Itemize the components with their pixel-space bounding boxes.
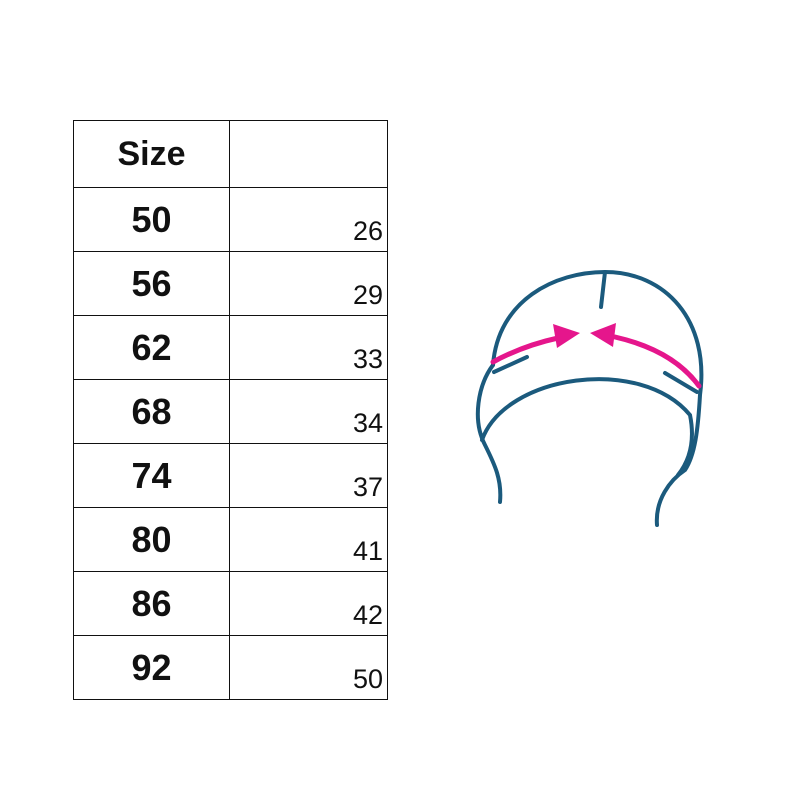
table-row: 56 29 xyxy=(73,251,388,316)
hat-seam xyxy=(599,270,607,309)
size-cell: 56 xyxy=(73,251,230,316)
size-cell: 68 xyxy=(73,379,230,444)
size-cell: 80 xyxy=(73,507,230,572)
value-cell: 29 xyxy=(229,251,388,316)
value-cell: 37 xyxy=(229,443,388,508)
table-row: 74 37 xyxy=(73,443,388,508)
value-cell: 34 xyxy=(229,379,388,444)
table-row: 62 33 xyxy=(73,315,388,380)
circumference-arrows xyxy=(490,323,702,389)
value-cell: 33 xyxy=(229,315,388,380)
hat-brim xyxy=(480,377,694,477)
table-row: 86 42 xyxy=(73,571,388,636)
value-cell: 26 xyxy=(229,187,388,252)
size-cell: 74 xyxy=(73,443,230,508)
hat-left-side xyxy=(475,363,503,504)
value-cell: 42 xyxy=(229,571,388,636)
measure-header xyxy=(229,120,388,188)
value-cell: 41 xyxy=(229,507,388,572)
value-cell: 50 xyxy=(229,635,388,700)
table-header-row: Size xyxy=(73,120,388,188)
size-header: Size xyxy=(73,120,230,188)
size-cell: 92 xyxy=(73,635,230,700)
hat-left-fold xyxy=(492,355,529,374)
hat-right-fold xyxy=(663,371,699,394)
table-row: 68 34 xyxy=(73,379,388,444)
size-cell: 62 xyxy=(73,315,230,380)
table-row: 80 41 xyxy=(73,507,388,572)
size-table: Size 50 26 56 29 62 33 68 34 74 37 80 41 86 42 92 50 xyxy=(73,120,388,700)
table-row: 92 50 xyxy=(73,635,388,700)
